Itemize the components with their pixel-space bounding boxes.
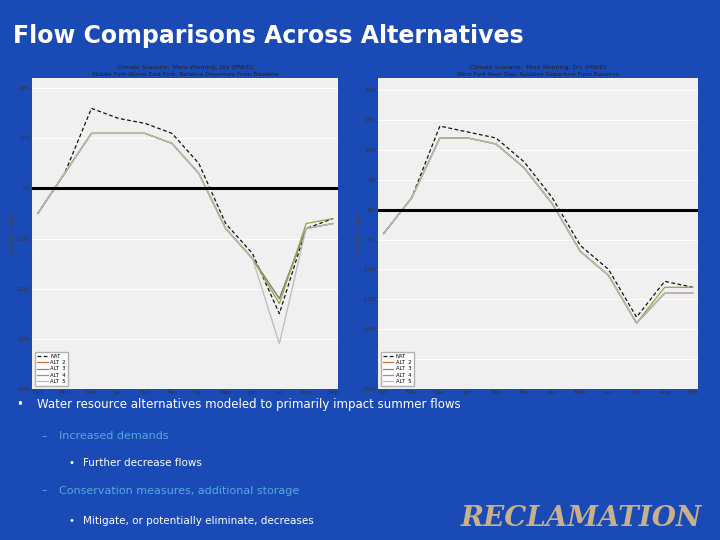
Text: Mitigate, or potentially eliminate, decreases: Mitigate, or potentially eliminate, decr… [83, 516, 313, 526]
Legend: NAT, ALT  2, ALT  3, ALT  4, ALT  5: NAT, ALT 2, ALT 3, ALT 4, ALT 5 [381, 352, 414, 386]
Title: Climate Scenario:  More Warming, Dry (MW/D)
Middle Fork Above East Fork, Relativ: Climate Scenario: More Warming, Dry (MW/… [92, 65, 279, 77]
Text: •: • [68, 516, 74, 526]
Text: •: • [16, 398, 23, 411]
Text: Flow Comparisons Across Alternatives: Flow Comparisons Across Alternatives [13, 24, 523, 49]
Legend: NAT, ALT  2, ALT  3, ALT  4, ALT  5: NAT, ALT 2, ALT 3, ALT 4, ALT 5 [35, 352, 68, 386]
Title: Climate Scenario:  More Warming, Dry (MW/D)
West Fork Near Dee, Relative Departu: Climate Scenario: More Warming, Dry (MW/… [457, 65, 619, 77]
Text: Water resource alternatives modeled to primarily impact summer flows: Water resource alternatives modeled to p… [37, 398, 461, 411]
Text: Further decrease flows: Further decrease flows [83, 458, 202, 468]
Text: RECLAMATION: RECLAMATION [461, 505, 702, 532]
Y-axis label: Percent Change: Percent Change [356, 212, 361, 255]
Y-axis label: Percent Change: Percent Change [11, 212, 16, 255]
Text: •: • [68, 458, 74, 468]
Text: Increased demands: Increased demands [59, 431, 168, 441]
Text: –: – [42, 485, 48, 496]
Text: –: – [42, 431, 48, 441]
Text: Conservation measures, additional storage: Conservation measures, additional storag… [59, 485, 300, 496]
